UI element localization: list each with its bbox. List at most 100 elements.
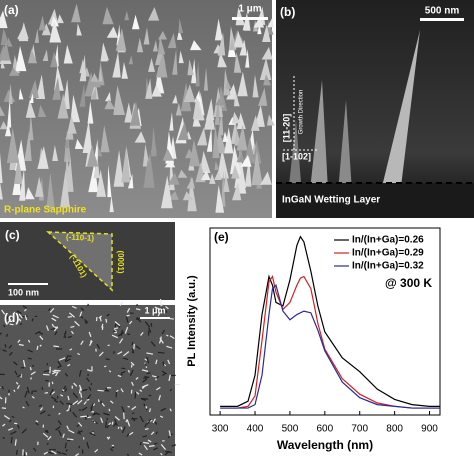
nanowire — [21, 428, 27, 434]
nanocone — [121, 61, 128, 79]
growth-label: Growth Direction — [299, 90, 305, 135]
nanowire — [23, 452, 26, 456]
nanowire — [43, 451, 49, 455]
nanocone — [177, 169, 188, 178]
nanocone — [41, 23, 51, 36]
nanowire — [129, 369, 134, 377]
nanowire — [117, 426, 120, 430]
nanowire — [65, 358, 71, 363]
nanowire — [77, 399, 83, 405]
series-line — [220, 283, 440, 409]
nanowire — [85, 377, 90, 383]
nanowire — [18, 318, 22, 322]
nanowire — [7, 427, 14, 431]
nanocone — [250, 115, 260, 131]
x-tick-label: 900 — [421, 424, 438, 435]
nanowire — [124, 326, 129, 334]
nanocone — [157, 36, 166, 55]
nanowire — [80, 315, 84, 319]
nanocone — [8, 83, 13, 104]
nanowire — [87, 416, 92, 419]
nanowire — [8, 419, 12, 423]
nanowire — [130, 361, 135, 366]
nanocone — [134, 131, 146, 143]
nanowire — [56, 450, 62, 455]
nanocone — [70, 94, 81, 123]
nanowire — [126, 433, 130, 437]
nanowire — [51, 317, 57, 322]
nanowire — [100, 417, 104, 424]
nanowire — [64, 354, 69, 362]
nanocone — [262, 24, 271, 42]
nanowire — [35, 422, 39, 426]
nanowire — [39, 407, 44, 411]
nanowire — [94, 421, 98, 425]
nanocone — [260, 171, 272, 185]
nanowire — [139, 415, 144, 423]
nanowire — [160, 452, 163, 456]
nanocone — [288, 120, 302, 195]
nanocone — [63, 44, 73, 64]
nanowire — [89, 340, 93, 346]
nanocone — [49, 19, 62, 43]
nanowire — [165, 310, 168, 313]
nanowire — [65, 449, 68, 452]
nanowire — [14, 370, 18, 376]
nanocone — [231, 164, 240, 179]
nanocone — [0, 10, 8, 29]
nanowire — [74, 320, 80, 327]
nanowire — [160, 443, 167, 450]
nanowire — [61, 452, 67, 456]
nanowire — [44, 392, 49, 394]
nanowire — [103, 412, 108, 415]
nanowire — [26, 386, 30, 394]
nanocone — [8, 67, 20, 76]
nanowire — [66, 408, 70, 412]
nanowire — [169, 388, 173, 392]
nanocone — [177, 121, 189, 141]
nanowire — [119, 301, 124, 306]
nanowire — [80, 307, 85, 311]
nanowire — [114, 419, 118, 426]
nanowire — [127, 369, 130, 373]
nanocone — [27, 48, 38, 64]
nanowire — [140, 398, 146, 402]
nanowire — [17, 339, 21, 343]
nanowire — [47, 435, 52, 441]
nanowire — [148, 445, 155, 447]
nanocone — [4, 122, 12, 137]
nanowire — [135, 377, 139, 380]
nanowire — [146, 352, 154, 355]
nanowire — [145, 405, 148, 409]
nanocone — [234, 90, 240, 107]
nanocone — [35, 74, 46, 100]
nanocone — [259, 57, 272, 81]
nanocone — [130, 101, 141, 126]
nanocone — [200, 170, 211, 181]
nanowire — [149, 408, 151, 413]
nanocone — [194, 90, 201, 103]
nanowire — [79, 311, 83, 317]
nanocone — [214, 170, 222, 180]
nanowire — [101, 402, 105, 407]
nanowire — [36, 345, 39, 350]
nanocone — [222, 131, 229, 142]
nanocone — [84, 71, 96, 97]
nanowire — [120, 370, 126, 374]
nanowire — [38, 404, 42, 408]
x-tick-label: 800 — [386, 424, 403, 435]
nanowire — [67, 438, 74, 441]
nanowire — [69, 348, 73, 351]
nanowire — [105, 358, 110, 361]
nanowire — [123, 357, 129, 361]
nanowire — [77, 352, 80, 356]
nanocone — [380, 30, 420, 195]
nanowire — [52, 314, 59, 319]
nanowire — [152, 418, 156, 424]
nanowire — [78, 369, 82, 377]
nanocone — [25, 187, 35, 200]
nanowire — [117, 331, 125, 337]
nanocone — [113, 85, 126, 115]
nanowire — [158, 340, 161, 344]
nanowire — [104, 421, 107, 428]
